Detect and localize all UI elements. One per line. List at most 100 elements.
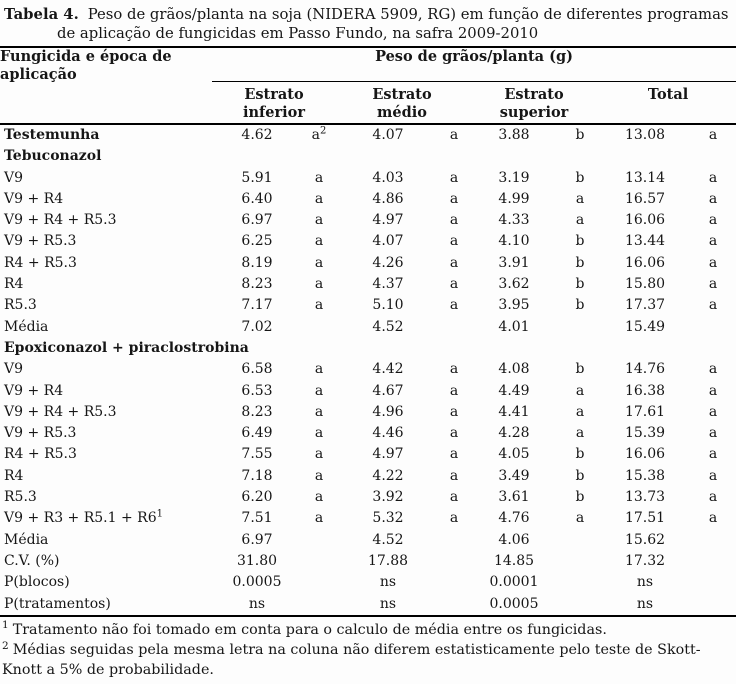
value-cell: 15.80 bbox=[624, 276, 666, 293]
value-cell: 6.53 bbox=[241, 382, 273, 399]
table-row: R4 7.18 a 4.22 a 3.49 b 15.38 a bbox=[0, 466, 736, 487]
letter-cell: a bbox=[449, 489, 459, 506]
letter-cell bbox=[560, 338, 600, 359]
letter-cell: a bbox=[314, 169, 324, 186]
header-peso-graos: Peso de grãos/planta (g) bbox=[212, 47, 736, 82]
letter-cell bbox=[302, 593, 336, 617]
letter-cell: a bbox=[449, 127, 459, 143]
table-row: V9 + R4 6.40 a 4.86 a 4.99 a 16.57 a bbox=[0, 189, 736, 210]
value-cell: 5.10 bbox=[372, 297, 404, 314]
value-cell: 17.51 bbox=[624, 510, 666, 527]
value-cell: 13.08 bbox=[624, 127, 666, 143]
letter-cell bbox=[440, 593, 468, 617]
letter-cell: a bbox=[575, 382, 585, 399]
value-cell: 4.62 bbox=[241, 127, 273, 143]
letter-cell: a bbox=[314, 510, 324, 527]
letter-cell bbox=[690, 593, 736, 617]
table-row: R4 + R5.3 8.19 a 4.26 a 3.91 b 16.06 a bbox=[0, 253, 736, 274]
value-cell: 16.06 bbox=[624, 446, 666, 463]
letter-cell: a bbox=[314, 190, 324, 207]
letter-cell bbox=[560, 593, 600, 617]
letter-cell: a bbox=[449, 361, 459, 378]
letter-cell: a bbox=[314, 382, 324, 399]
treatment-cell: R4 bbox=[4, 276, 24, 293]
letter-cell: a bbox=[449, 169, 459, 186]
letter-cell: a bbox=[314, 467, 324, 484]
value-cell: 3.95 bbox=[498, 297, 530, 314]
treatment-cell: Epoxiconazol + piraclostrobina bbox=[4, 339, 249, 356]
letter-cell: b bbox=[575, 276, 585, 293]
value-cell: 8.23 bbox=[241, 403, 273, 420]
table-header: Fungicida e época de aplicação Peso de g… bbox=[0, 47, 736, 125]
letter-cell: a bbox=[314, 361, 324, 378]
treatment-cell: R5.3 bbox=[4, 297, 37, 314]
value-cell: 3.91 bbox=[498, 254, 530, 271]
value-cell: 0.0005 bbox=[468, 593, 560, 617]
table-row: V9 + R3 + R5.1 + R61 7.51 a 5.32 a 4.76 a 17.51… bbox=[0, 508, 736, 529]
treatment-cell: V9 + R4 bbox=[4, 190, 64, 207]
letter-cell bbox=[440, 317, 468, 338]
value-cell: 4.42 bbox=[372, 361, 404, 378]
letter-cell bbox=[302, 338, 336, 359]
value-cell: 4.97 bbox=[372, 446, 404, 463]
letter-cell: a bbox=[708, 254, 718, 271]
header-total: Total bbox=[600, 81, 736, 125]
value-cell: 13.73 bbox=[624, 489, 666, 506]
table-row: V9 + R5.3 6.49 a 4.46 a 4.28 a 15.39 a bbox=[0, 423, 736, 444]
value-cell: 7.02 bbox=[241, 318, 273, 335]
letter-cell: a bbox=[575, 403, 585, 420]
letter-cell: a bbox=[449, 212, 459, 229]
value-cell: 4.06 bbox=[498, 531, 530, 548]
value-cell: 6.58 bbox=[241, 361, 273, 378]
value-cell: 16.06 bbox=[624, 254, 666, 271]
letter-cell: a bbox=[708, 489, 718, 506]
value-cell: ns bbox=[636, 574, 654, 591]
treatment-cell: V9 + R4 + R5.3 bbox=[4, 212, 117, 229]
treatment-cell: V9 bbox=[4, 169, 24, 186]
table-row: V9 + R4 + R5.3 8.23 a 4.96 a 4.41 a 17.61 a bbox=[0, 402, 736, 423]
table-row: Média 6.97 4.52 4.06 15.62 bbox=[0, 530, 736, 551]
letter-cell: a bbox=[708, 382, 718, 399]
treatment-cell: V9 + R4 + R5.3 bbox=[4, 403, 117, 420]
letter-cell: a bbox=[575, 425, 585, 442]
value-cell: 4.07 bbox=[372, 233, 404, 250]
value-cell: 4.41 bbox=[498, 403, 530, 420]
value-cell: 4.99 bbox=[498, 190, 530, 207]
footnote-1-marker: 1 bbox=[2, 619, 9, 632]
value-cell: 4.86 bbox=[372, 190, 404, 207]
value-cell: 7.17 bbox=[241, 297, 273, 314]
value-cell: ns bbox=[336, 593, 440, 617]
value-cell: 6.25 bbox=[241, 233, 273, 250]
value-cell: 16.38 bbox=[624, 382, 666, 399]
value-cell: 7.55 bbox=[241, 446, 273, 463]
value-cell: 8.23 bbox=[241, 276, 273, 293]
value-cell: 16.57 bbox=[624, 190, 666, 207]
treatment-cell: V9 + R3 + R5.1 + R61 bbox=[4, 508, 163, 527]
letter-cell: a bbox=[708, 510, 718, 527]
letter-cell: b bbox=[575, 446, 585, 463]
letter-cell: a bbox=[708, 127, 718, 143]
header-estrato-medio: Estrato médio bbox=[336, 81, 468, 125]
treatment-cell: C.V. (%) bbox=[4, 552, 60, 569]
letter-cell: a bbox=[708, 233, 718, 250]
value-cell: 4.26 bbox=[372, 254, 404, 271]
letter-cell: a bbox=[449, 276, 459, 293]
letter-cell: a bbox=[314, 297, 324, 314]
value-cell: 3.92 bbox=[372, 489, 404, 506]
value-cell: 15.39 bbox=[624, 425, 666, 442]
value-cell: 4.08 bbox=[498, 361, 530, 378]
value-cell: 13.44 bbox=[624, 233, 666, 250]
treatment-cell: P(tratamentos) bbox=[0, 593, 212, 617]
table-caption: Tabela 4. Peso de grãos/planta na soja (N… bbox=[0, 0, 736, 46]
letter-cell: a bbox=[708, 425, 718, 442]
letter-cell bbox=[302, 572, 336, 593]
table-row: Tebuconazol bbox=[0, 146, 736, 167]
letter-cell bbox=[690, 338, 736, 359]
value-cell: ns bbox=[212, 593, 302, 617]
value-cell: ns bbox=[600, 593, 690, 617]
table-row: Epoxiconazol + piraclostrobina bbox=[0, 338, 736, 359]
value-cell: 8.19 bbox=[241, 254, 273, 271]
letter-cell: a bbox=[708, 190, 718, 207]
value-cell: 4.52 bbox=[372, 318, 404, 335]
value-cell: 6.49 bbox=[241, 425, 273, 442]
